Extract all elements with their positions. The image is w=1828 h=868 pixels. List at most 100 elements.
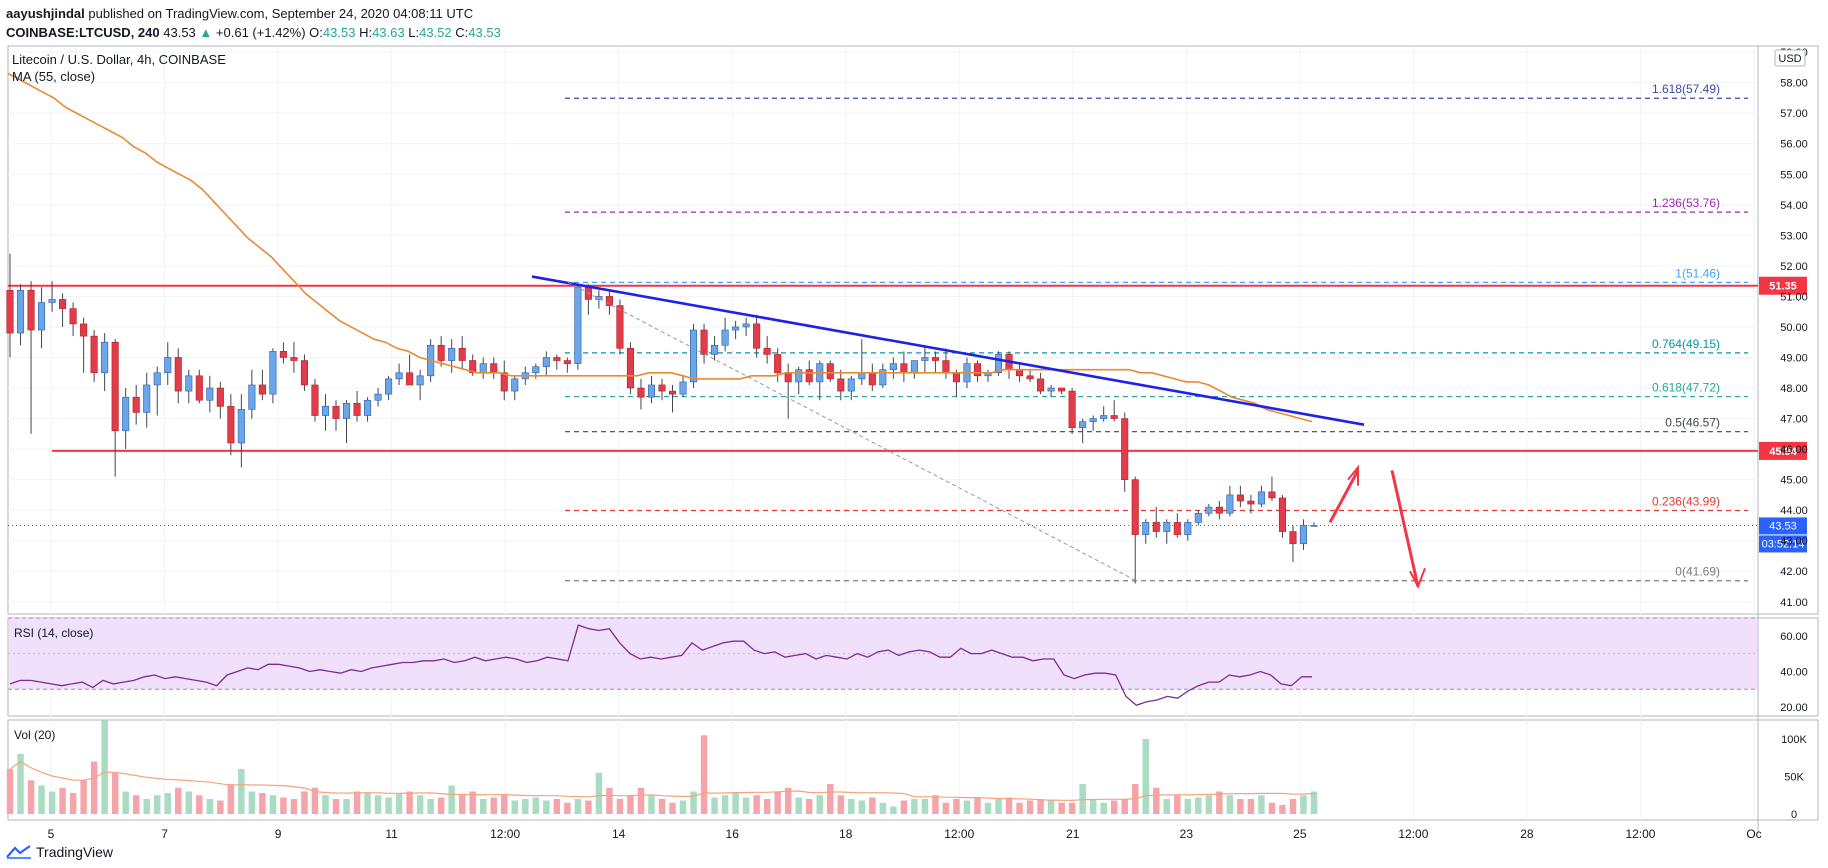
candle-body xyxy=(1163,522,1171,532)
candle xyxy=(1121,412,1129,492)
candle-body xyxy=(774,354,782,374)
candle-body xyxy=(795,369,803,383)
level-badge xyxy=(1759,441,1807,460)
fib-level-label: 0.618(47.72) xyxy=(1652,381,1720,395)
candle-body xyxy=(784,372,792,383)
candle xyxy=(38,287,46,349)
volume-bar xyxy=(1089,799,1097,814)
candle xyxy=(826,360,834,382)
volume-bar xyxy=(1174,795,1181,814)
volume-bars xyxy=(6,720,1318,814)
candle xyxy=(164,342,172,385)
candle xyxy=(206,375,214,413)
y-tick-label: 41.00 xyxy=(1780,597,1808,609)
volume-bar xyxy=(448,785,455,814)
candle xyxy=(227,394,235,456)
currency-label: USD xyxy=(1778,53,1801,65)
tradingview-logo-icon xyxy=(6,845,31,859)
candle-body xyxy=(679,381,687,395)
symbol-label: COINBASE:LTCUSD, 240 xyxy=(6,25,160,40)
candle xyxy=(479,357,487,379)
candle xyxy=(658,378,666,401)
candle xyxy=(311,378,319,422)
chart-title: Litecoin / U.S. Dollar, 4h, COINBASE xyxy=(12,52,226,67)
volume-bar xyxy=(48,791,56,814)
volume-bar xyxy=(27,780,35,814)
volume-bar xyxy=(217,800,224,814)
candle xyxy=(1100,406,1108,422)
candle-body xyxy=(406,372,414,386)
candle-body xyxy=(458,348,466,361)
volume-bar xyxy=(1289,799,1297,814)
currency-badge xyxy=(1774,49,1806,67)
candle-body xyxy=(763,348,771,355)
candle-body xyxy=(553,357,561,361)
volume-bar xyxy=(1026,800,1034,814)
pane-labels: Litecoin / U.S. Dollar, 4h, COINBASE MA … xyxy=(12,52,226,742)
candle-body xyxy=(753,323,761,349)
candle-body xyxy=(342,402,351,419)
candle-body xyxy=(69,308,77,325)
last-price: 43.53 xyxy=(163,25,196,40)
candle-body xyxy=(1215,506,1223,514)
y-tick-label: 47.00 xyxy=(1780,414,1808,426)
arrow-up-shaft xyxy=(1328,469,1360,524)
candle-body xyxy=(1100,415,1108,419)
candle xyxy=(1184,519,1192,541)
low-label: L: xyxy=(408,25,420,40)
candles xyxy=(6,253,1318,584)
volume-bar xyxy=(1058,802,1065,814)
candle-body xyxy=(889,363,897,370)
candle-body xyxy=(563,360,571,364)
volume-bar xyxy=(1005,797,1013,814)
candle xyxy=(1205,504,1213,517)
volume-bar xyxy=(658,799,666,814)
candle-body xyxy=(1194,512,1202,523)
candle xyxy=(553,354,561,370)
candle xyxy=(364,397,372,422)
volume-bar xyxy=(1037,799,1044,814)
candle-body xyxy=(1068,390,1076,429)
candle xyxy=(1163,519,1171,544)
y-tick-label: 52.00 xyxy=(1780,261,1808,273)
candle xyxy=(248,369,256,419)
rsi-tick-label: 20.00 xyxy=(1780,702,1808,714)
volume-bar xyxy=(953,799,960,814)
candle-body xyxy=(711,344,719,355)
fib-level-label: 0.236(43.99) xyxy=(1652,494,1720,508)
fib-level-label: 0(41.69) xyxy=(1675,565,1720,579)
candle xyxy=(195,369,203,404)
tradingview-brand[interactable]: TradingView xyxy=(36,844,114,860)
volume-bar xyxy=(574,799,582,814)
candle xyxy=(1026,369,1034,382)
candle xyxy=(374,388,382,407)
volume-bar xyxy=(1310,802,1318,814)
candle xyxy=(1289,525,1297,563)
candle-body xyxy=(1121,418,1129,480)
candle xyxy=(584,284,592,315)
candle xyxy=(1215,501,1223,520)
volume-bar xyxy=(932,795,939,814)
candle xyxy=(973,360,982,382)
candle xyxy=(279,342,287,364)
candle xyxy=(637,378,645,410)
candle-body xyxy=(742,323,750,328)
candle-body xyxy=(1079,421,1087,429)
x-tick-label: 23 xyxy=(1180,827,1194,841)
x-tick-label: 14 xyxy=(612,827,626,841)
candle xyxy=(269,348,277,404)
candle xyxy=(753,314,761,358)
candle-body xyxy=(1289,531,1297,545)
candle-body xyxy=(921,357,929,361)
fib-level-label: 0.5(46.57) xyxy=(1665,416,1720,430)
candle-body xyxy=(700,329,708,355)
candle-body xyxy=(59,299,67,309)
candle-body xyxy=(1299,525,1308,545)
candle xyxy=(290,342,298,373)
volume-bar xyxy=(711,797,718,814)
candle xyxy=(1247,494,1255,514)
author-name[interactable]: aayushjindal xyxy=(6,6,85,21)
volume-bar xyxy=(511,800,519,814)
chart-header: aayushjindal published on TradingView.co… xyxy=(6,4,501,42)
